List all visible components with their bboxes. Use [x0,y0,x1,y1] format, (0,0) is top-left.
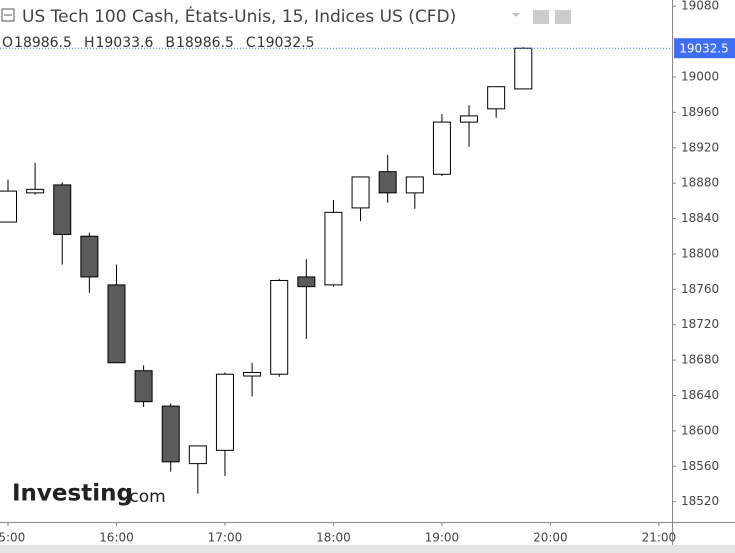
candle-body [53,184,72,235]
y-tick-label: 18560 [681,459,719,473]
candle-body [514,47,533,90]
y-tick-label: 18720 [681,317,719,331]
y-tick-label: 18960 [681,105,719,119]
x-tick-label: 20:00 [533,531,568,545]
collapse-icon[interactable] [1,8,15,22]
x-tick-label: 15:00 [0,531,25,545]
logo-suffix: .com [124,487,166,507]
ohlc-value: 18986.5 [14,35,72,51]
settings-icon[interactable] [555,10,571,24]
y-tick-label: 18760 [681,282,719,296]
y-tick-label: 18600 [681,423,719,437]
x-tick-label: 21:00 [642,531,677,545]
candle-body [432,121,451,175]
ohlc-label: H [84,35,95,51]
candle-body [215,373,234,451]
last-price-box [674,38,735,59]
ohlc-label: O [2,35,13,51]
chart-title: US Tech 100 Cash, États-Unis, 15, Indice… [22,5,456,27]
dropdown-icon[interactable] [512,13,520,17]
y-tick-label: 18880 [681,176,719,190]
y-tick-label: 18680 [681,353,719,367]
candle-body [107,284,126,364]
candle-body [351,176,370,209]
ohlc-value: 19033.6 [95,35,153,51]
y-tick-label: 18640 [681,388,719,402]
x-tick-label: 16:00 [99,531,134,545]
y-tick-label: 18920 [681,140,719,154]
candle-body [243,371,262,377]
candle-body [134,370,153,403]
candle-body [487,86,506,110]
y-tick-label: 19000 [681,69,719,83]
candle-body [270,279,289,375]
candle-body [405,176,424,194]
y-tick-label: 18520 [681,494,719,508]
candle-body [188,445,207,465]
candle-body [324,211,343,286]
ohlc-label: B [165,35,175,51]
x-tick-label: 17:00 [208,531,243,545]
candle-body [80,235,99,278]
y-tick-label: 18840 [681,211,719,225]
candle-body [297,276,316,288]
x-tick-label: 18:00 [316,531,351,545]
last-price-label: 19032.5 [679,42,729,56]
plot-area [0,47,533,494]
logo: Investing [12,481,133,507]
ohlc-readout: O 18986.5 H 19033.6 B 18986.5 C 19032.5 [2,35,315,51]
y-tick-label: 18800 [681,246,719,260]
camera-icon[interactable] [533,10,549,24]
candle-body [460,115,479,123]
ohlc-value: 18986.5 [176,35,234,51]
candle-body [378,171,397,194]
x-tick-label: 19:00 [425,531,460,545]
y-tick-label: 19080 [681,0,719,13]
candle-body [0,190,17,223]
candle-body [26,188,45,194]
candle-body [161,405,180,463]
ohlc-value: 19032.5 [257,35,315,51]
ohlc-label: C [246,35,256,51]
bottom-bar [0,545,735,553]
